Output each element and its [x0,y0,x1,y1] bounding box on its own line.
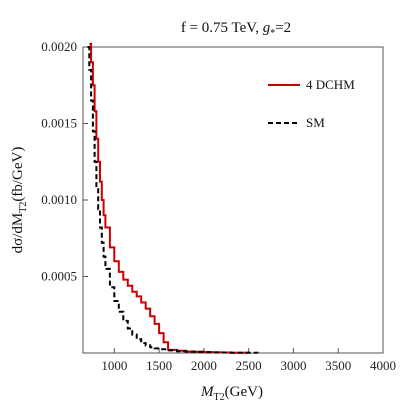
x-tick-label: 2000 [191,358,217,373]
y-tick-label: 0.0010 [41,192,77,207]
x-axis-title: MT2(GeV) [200,384,263,403]
chart-title: f = 0.75 TeV, g*=2 [181,20,291,39]
y-tick-label: 0.0015 [41,116,77,131]
legend-label-sm: SM [306,115,325,130]
x-tick-label: 4000 [370,358,396,373]
x-tick-label: 1000 [101,358,127,373]
x-axis-ticks: 1000 1500 2000 2500 3000 3500 4000 [101,348,396,373]
series-line-4dchm [89,42,250,354]
legend-label-4dchm: 4 DCHM [306,77,355,92]
y-tick-label: 0.0020 [41,39,77,54]
plot-frame [82,46,384,354]
x-tick-label: 1500 [146,358,172,373]
series-line-sm [87,46,259,354]
y-tick-label: 0.0005 [41,269,77,284]
legend: 4 DCHM SM [268,77,355,130]
x-tick-label: 3000 [280,358,306,373]
y-axis-ticks: 0.0005 0.0010 0.0015 0.0020 [41,39,88,284]
x-tick-label: 3500 [325,358,351,373]
y-axis-title: dσ/dMT2(fb/GeV) [10,147,29,254]
x-tick-label: 2500 [236,358,262,373]
series-layer [87,42,259,354]
